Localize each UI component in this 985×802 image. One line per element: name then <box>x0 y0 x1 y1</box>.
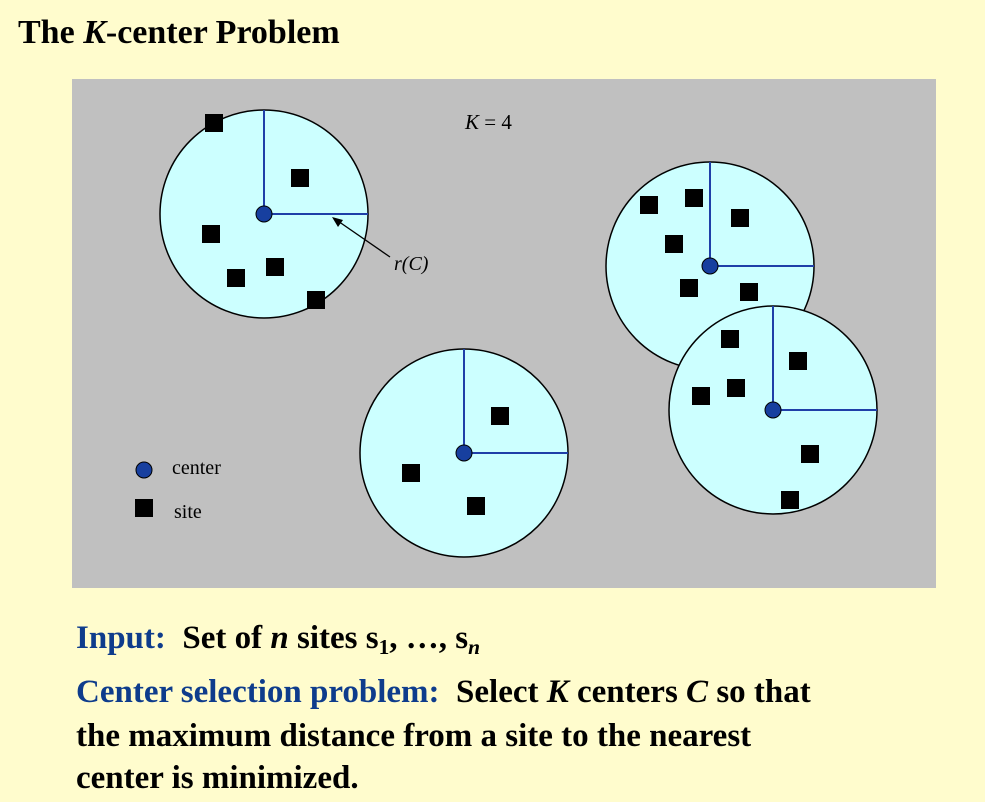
center-marker <box>701 257 719 275</box>
problem-statement-line-3: center is minimized. <box>76 760 359 796</box>
site-marker <box>740 283 758 301</box>
site-marker <box>692 387 710 405</box>
site-marker <box>291 169 309 187</box>
legend-center-icon <box>135 461 153 479</box>
site-marker <box>685 189 703 207</box>
site-marker <box>402 464 420 482</box>
cluster-1 <box>159 109 369 319</box>
site-marker <box>491 407 509 425</box>
site-marker <box>665 235 683 253</box>
site-marker <box>202 225 220 243</box>
site-marker <box>727 379 745 397</box>
arrowhead-icon <box>332 217 343 227</box>
radius-pointer-arrow <box>334 218 391 258</box>
legend-site-label: site <box>174 501 202 523</box>
problem-statement-line-2: the maximum distance from a site to the … <box>76 718 752 754</box>
center-marker <box>764 401 782 419</box>
center-marker <box>255 205 273 223</box>
input-statement: Input: Set of n sites s1, …, sn <box>76 620 481 659</box>
site-marker <box>266 258 284 276</box>
site-marker <box>680 279 698 297</box>
legend: center site <box>135 457 221 523</box>
problem-statement-line-1: Center selection problem: Select K cente… <box>76 674 811 710</box>
site-marker <box>307 291 325 309</box>
site-marker <box>801 445 819 463</box>
center-marker <box>455 444 473 462</box>
site-marker <box>721 330 739 348</box>
legend-site-icon <box>135 499 153 517</box>
k-center-diagram: r(C) K = 4 <box>72 79 936 588</box>
radius-label: r(C) <box>394 253 429 275</box>
radius-annotation: r(C) <box>332 217 429 275</box>
site-marker <box>640 196 658 214</box>
site-marker <box>227 269 245 287</box>
legend-center-label: center <box>172 457 221 479</box>
cluster-2 <box>359 348 569 558</box>
k-value-label: K = 4 <box>464 110 512 134</box>
site-marker <box>789 352 807 370</box>
site-marker <box>781 491 799 509</box>
site-marker <box>205 114 223 132</box>
site-marker <box>467 497 485 515</box>
site-marker <box>731 209 749 227</box>
slide-title: The K-center Problem <box>18 14 340 51</box>
cluster-4 <box>668 305 878 515</box>
